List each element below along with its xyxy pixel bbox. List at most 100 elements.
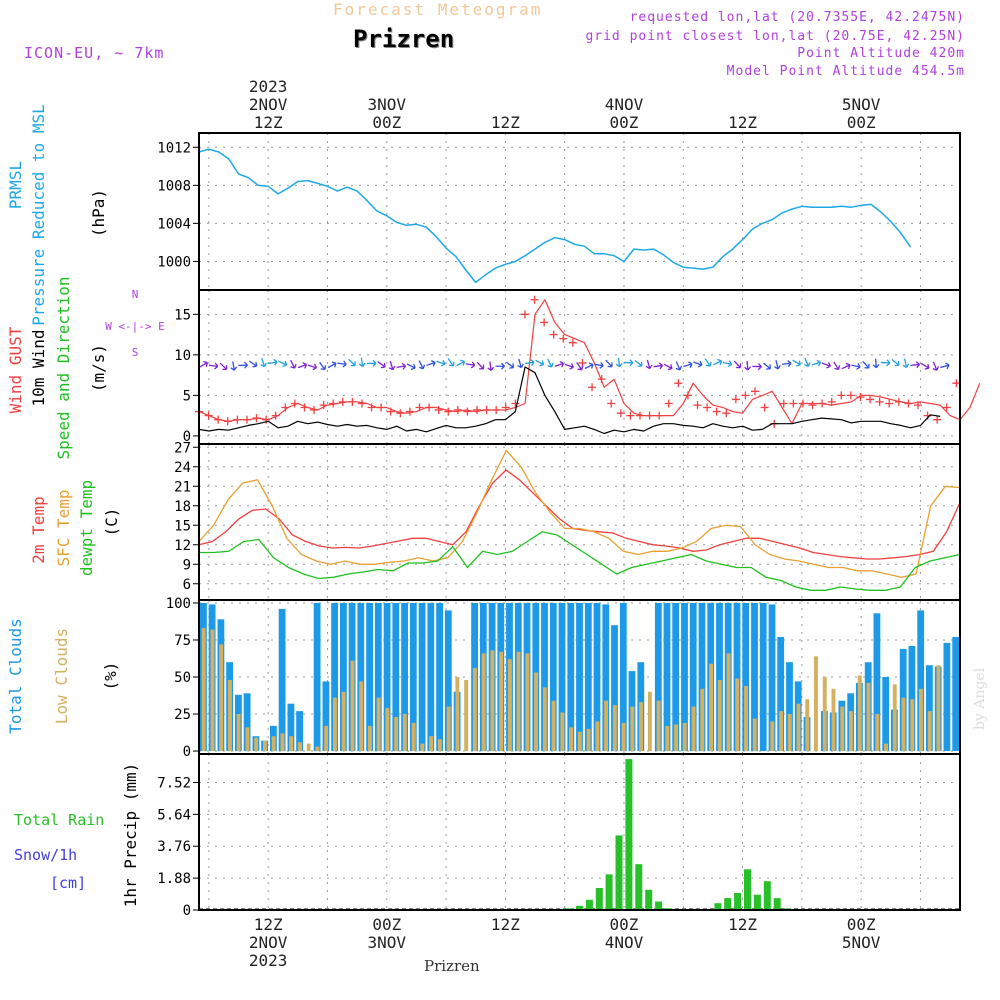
gust-marker xyxy=(348,397,357,406)
low-cloud-bar xyxy=(604,700,608,751)
wind-direction-arrow xyxy=(248,360,258,368)
wind-direction-arrow xyxy=(238,361,248,369)
low-cloud-bar xyxy=(306,743,311,751)
gust-line xyxy=(198,299,981,425)
low-cloud-bar xyxy=(805,699,810,751)
wind-direction-arrow xyxy=(396,362,407,370)
total-cloud-bar xyxy=(777,637,785,751)
gust-marker xyxy=(760,403,769,412)
gust-marker xyxy=(559,334,568,343)
gust-marker xyxy=(242,415,251,424)
low-cloud-bar xyxy=(499,651,504,751)
low-cloud-bar xyxy=(411,722,416,751)
ylabel-pressure: Pressure Reduced to MSL xyxy=(29,104,48,326)
gust-marker xyxy=(942,403,951,412)
gust-marker xyxy=(751,387,760,396)
gust-marker xyxy=(357,399,366,408)
gust-marker xyxy=(722,409,731,418)
top-day-label: 2NOV xyxy=(249,95,288,114)
wind-direction-arrow xyxy=(554,360,565,368)
total-cloud-bar xyxy=(401,603,408,752)
wind-direction-arrow xyxy=(605,359,613,368)
sfc-temp-line xyxy=(198,449,961,578)
y-tick-label: 5 xyxy=(183,388,191,404)
total-cloud-bar xyxy=(952,637,960,751)
dewpt-temp-line xyxy=(199,531,961,591)
bottom-hour-label: 00Z xyxy=(847,915,876,934)
wind-direction-arrow xyxy=(576,362,584,371)
low-cloud-bar xyxy=(271,736,276,751)
top-day-label: 5NOV xyxy=(842,95,881,114)
gust-marker xyxy=(866,395,875,404)
model-point-altitude: Model Point Altitude 454.5m xyxy=(726,64,965,79)
wind-direction-arrow xyxy=(940,362,950,370)
bottom-day-label: 3NOV xyxy=(368,933,407,952)
low-cloud-bar xyxy=(901,697,906,751)
gust-marker xyxy=(913,401,922,410)
gust-marker xyxy=(271,411,280,420)
total-cloud-bar xyxy=(392,603,400,752)
compass-we: W <-|-> E xyxy=(105,320,165,333)
gust-marker xyxy=(655,411,664,420)
total-cloud-bar xyxy=(654,603,662,752)
low-cloud-bar xyxy=(700,688,705,751)
low-cloud-bar xyxy=(630,706,635,751)
gust-marker xyxy=(616,409,625,418)
label-total-rain: Total Rain xyxy=(14,811,104,829)
bottom-hour-label: 00Z xyxy=(610,915,639,934)
wind-direction-arrow xyxy=(199,360,209,368)
wind-direction-arrow xyxy=(388,360,396,371)
low-cloud-bar xyxy=(612,705,617,751)
total-cloud-bar xyxy=(576,603,583,752)
wind-direction-arrow xyxy=(278,360,288,368)
total-cloud-bar xyxy=(409,603,417,752)
gust-marker xyxy=(367,403,376,412)
rain-bar xyxy=(734,893,742,910)
panel-frame-precip xyxy=(198,753,961,911)
ylabel-gust: Wind GUST xyxy=(6,326,25,413)
wind-direction-arrow xyxy=(821,362,831,369)
low-cloud-bar xyxy=(621,722,626,751)
gust-marker xyxy=(482,405,491,414)
wind-direction-arrow xyxy=(547,358,554,368)
wind-direction-arrow xyxy=(722,360,733,368)
low-cloud-bar xyxy=(446,706,451,751)
bottom-day-label: 4NOV xyxy=(605,933,644,952)
low-cloud-bar xyxy=(831,688,836,751)
total-cloud-bar xyxy=(541,603,548,752)
low-cloud-bar xyxy=(717,680,722,752)
top-day-label: 4NOV xyxy=(605,95,644,114)
top-day-label: 3NOV xyxy=(368,95,407,114)
total-cloud-bar xyxy=(742,603,750,752)
low-cloud-bar xyxy=(849,711,853,752)
wind-direction-arrow xyxy=(744,360,752,371)
gust-marker xyxy=(674,379,683,388)
rain-bar xyxy=(605,874,613,910)
gust-marker xyxy=(808,401,817,410)
gust-marker xyxy=(818,399,827,408)
gust-marker xyxy=(837,391,846,400)
rain-bar xyxy=(724,898,732,910)
ylabel-hpa: (hPa) xyxy=(89,189,108,237)
ylabel-2m-temp: 2m Temp xyxy=(29,496,48,563)
wind-direction-arrow xyxy=(230,361,238,371)
gust-marker xyxy=(233,415,242,424)
low-cloud-bar xyxy=(656,700,661,751)
y-tick-label: 25 xyxy=(174,707,191,723)
bottom-day-label: 5NOV xyxy=(842,933,881,952)
gust-marker xyxy=(530,295,539,304)
wind-direction-arrow xyxy=(337,360,347,368)
wind-direction-arrow xyxy=(920,362,930,370)
wind-direction-arrow xyxy=(693,360,703,368)
low-cloud-bar xyxy=(525,653,530,751)
wind-direction-arrow xyxy=(517,358,524,369)
low-cloud-bar xyxy=(350,660,355,751)
bottom-day-label: 2NOV xyxy=(249,933,288,952)
low-cloud-bar xyxy=(298,742,302,752)
bottom-year-label: 2023 xyxy=(249,951,288,970)
low-cloud-bar xyxy=(744,685,748,752)
wind-direction-arrow xyxy=(268,358,278,366)
total-cloud-bar xyxy=(716,603,723,752)
gust-marker xyxy=(434,405,443,414)
